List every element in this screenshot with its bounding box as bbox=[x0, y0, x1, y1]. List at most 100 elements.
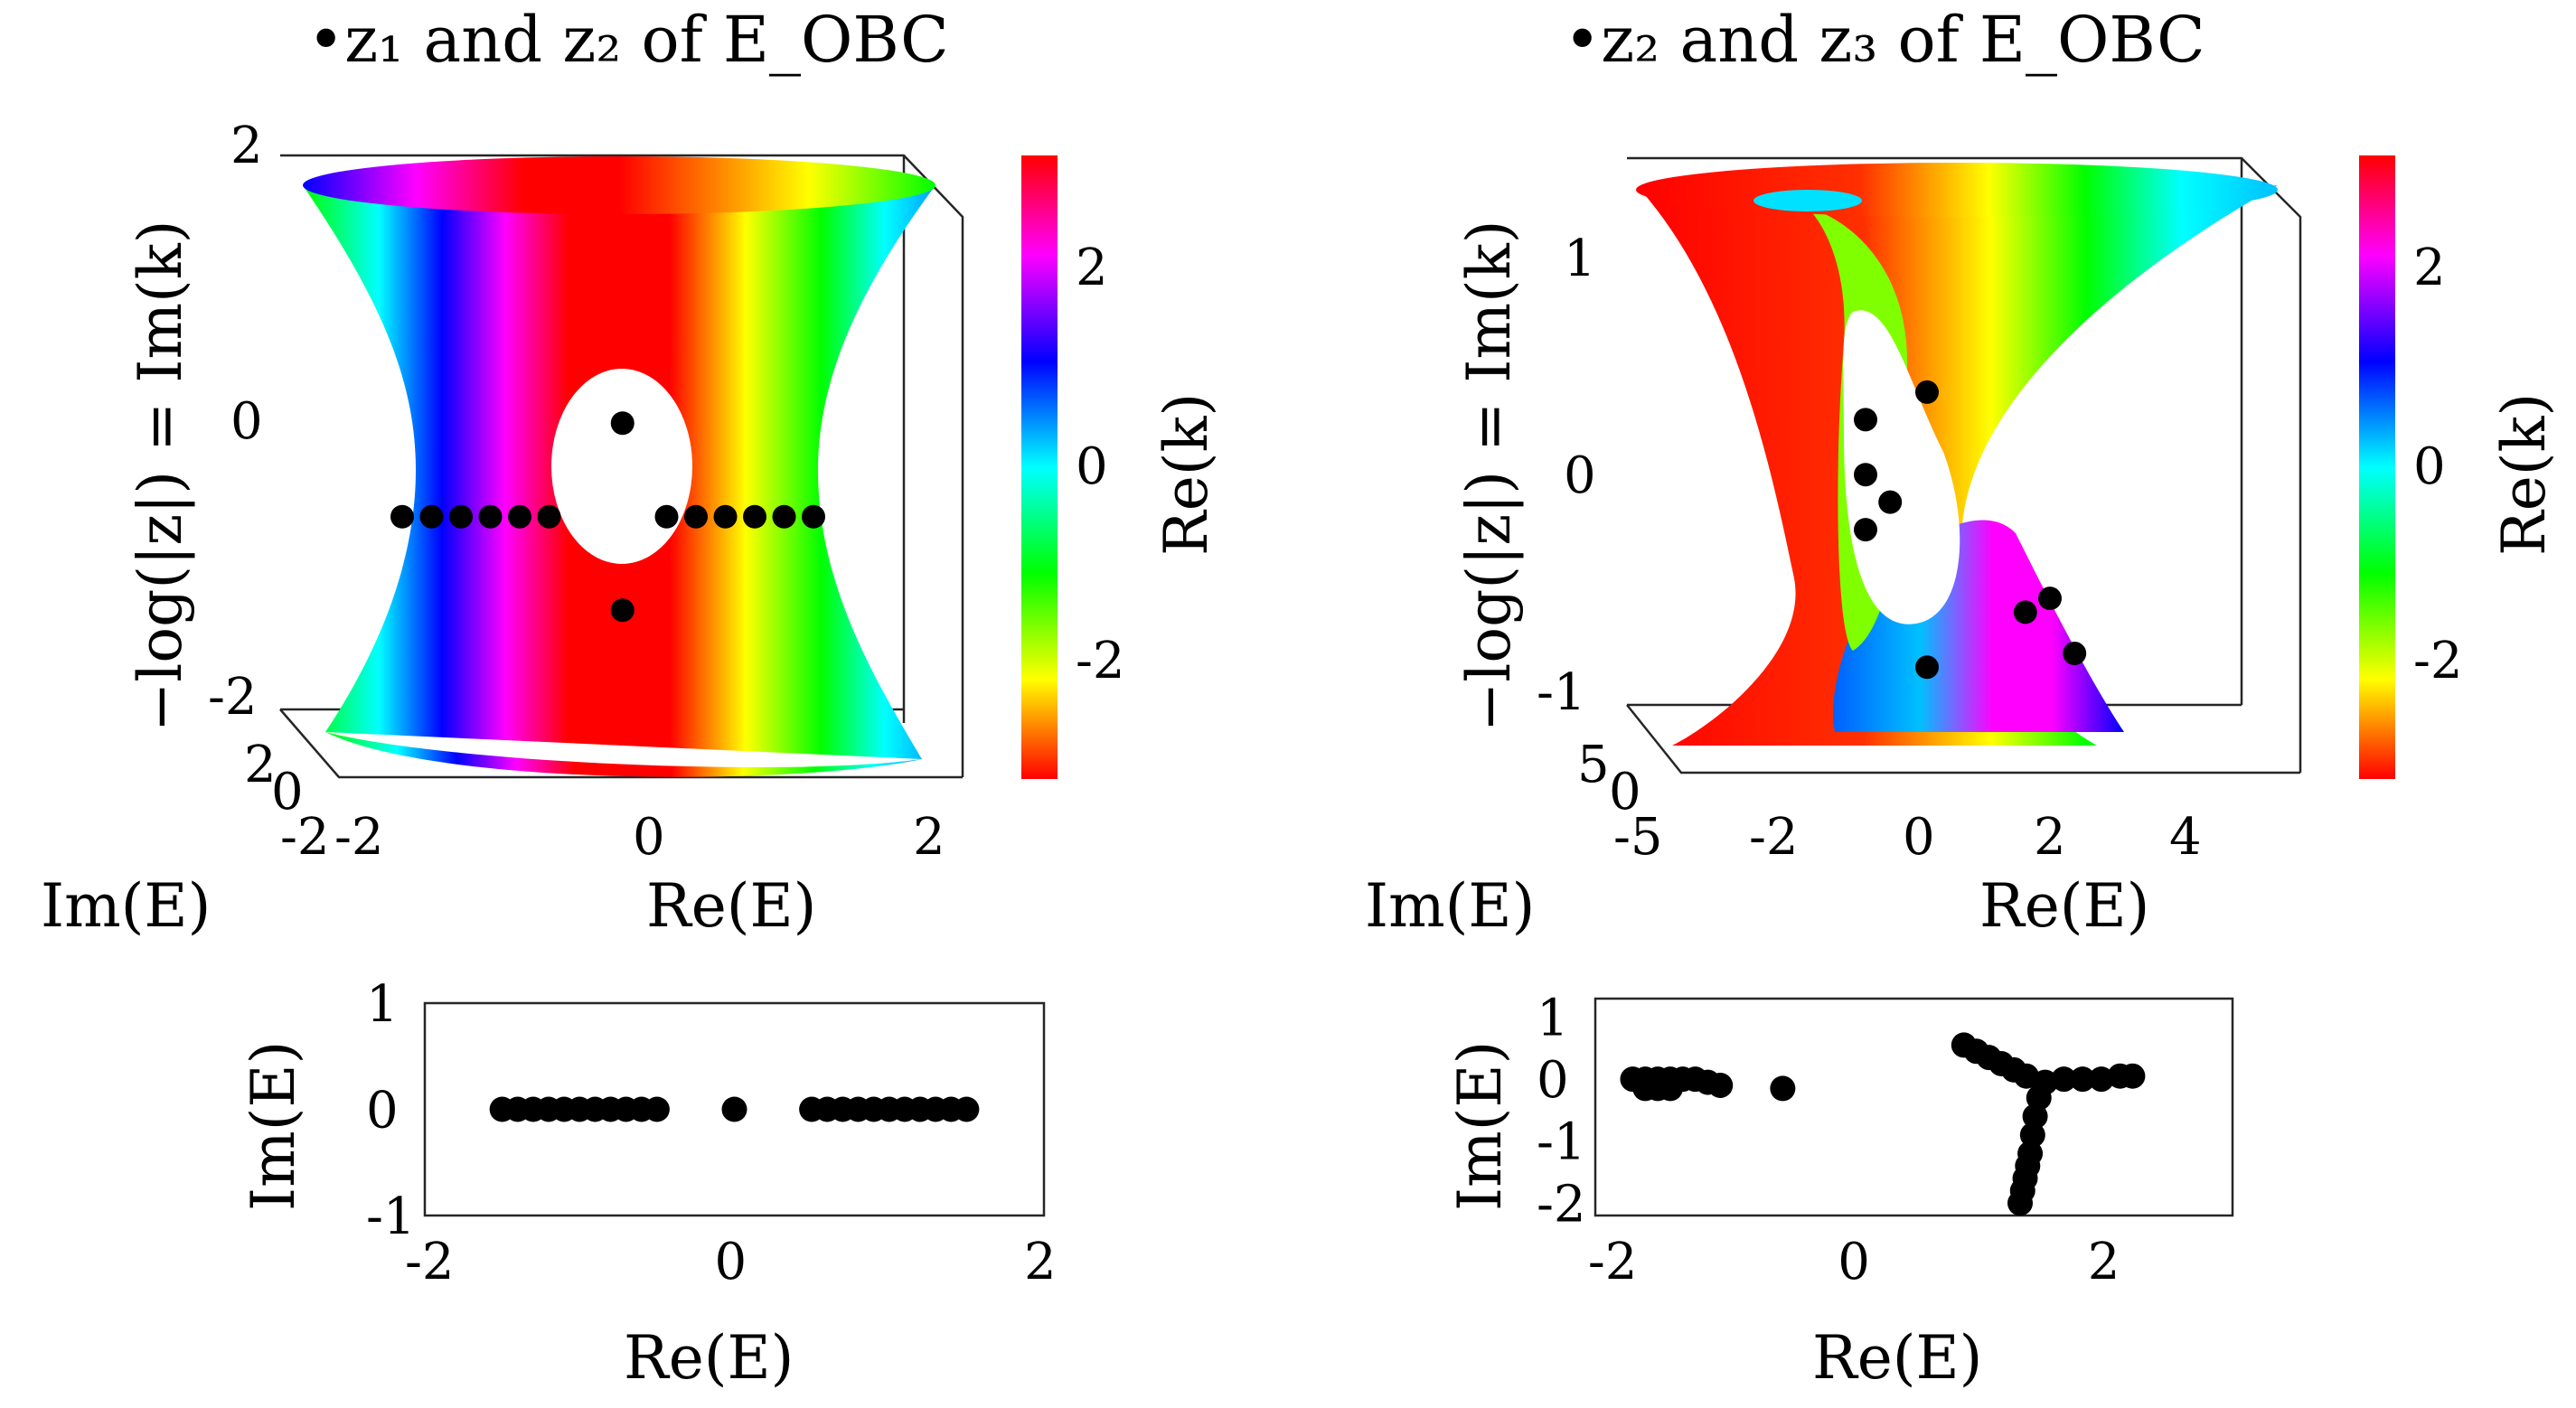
panel-2-cbar-tick: 2 bbox=[2413, 239, 2446, 297]
panel-3-ytick: 0 bbox=[366, 1082, 399, 1140]
panel-1-ytick: 2 bbox=[244, 736, 277, 794]
panel-1-ylabel: Im(E) bbox=[41, 871, 211, 941]
panel-3-point bbox=[954, 1096, 980, 1122]
panel-3-ylabel: Im(E) bbox=[239, 1041, 308, 1211]
panel-2-xtick: 2 bbox=[2034, 808, 2066, 867]
panel-1-marker bbox=[390, 504, 414, 529]
panel-3-xlabel: Re(E) bbox=[624, 1323, 794, 1393]
panel-1-marker bbox=[419, 504, 444, 529]
panel-2-rim-top-hole bbox=[1753, 190, 1862, 211]
panel-1-rim-bottom bbox=[325, 732, 922, 777]
panel-2-cbar-tick: 0 bbox=[2413, 437, 2446, 496]
panel-4-point bbox=[1770, 1075, 1796, 1102]
panel-2-marker bbox=[2013, 600, 2037, 624]
panel-1-marker bbox=[537, 504, 561, 529]
panel-1-colorbar bbox=[1021, 155, 1058, 779]
panel-4-point bbox=[2022, 1103, 2048, 1130]
panel-3: -2 0 2 1 0 -1 Re(E) Im(E) bbox=[239, 975, 1057, 1393]
panel-2-marker bbox=[1854, 463, 1877, 487]
panel-4-point bbox=[1657, 1075, 1683, 1102]
panel-4: -2 0 210-1-2 Re(E) Im(E) bbox=[1445, 990, 2234, 1393]
panel-1-marker bbox=[772, 504, 796, 529]
panel-1-hole bbox=[551, 369, 692, 564]
panel-4-xtick: 0 bbox=[1838, 1233, 1870, 1291]
panel-2-marker bbox=[2038, 587, 2062, 611]
panel-2-xtick: 4 bbox=[2169, 808, 2202, 867]
panel-4-point bbox=[2088, 1066, 2114, 1093]
panel-1-marker bbox=[713, 504, 738, 529]
panel-2-rim-top bbox=[1636, 163, 2278, 217]
panel-2-xtick: -2 bbox=[1749, 808, 1799, 867]
panel-1-cbar-tick: 0 bbox=[1076, 437, 1108, 496]
panel-1-zlabel: −log(|z|) = Im(k) bbox=[126, 220, 195, 732]
panel-2-zlabel: −log(|z|) = Im(k) bbox=[1454, 220, 1524, 732]
panel-4-point bbox=[1707, 1073, 1734, 1098]
panel-4-xlabel: Re(E) bbox=[1812, 1323, 1982, 1393]
panel-3-point bbox=[644, 1096, 670, 1122]
panel-2-marker bbox=[1854, 518, 1877, 542]
panel-3-axes bbox=[423, 1001, 1046, 1217]
panel-4-point bbox=[2019, 1122, 2045, 1148]
panel-2-hole bbox=[1843, 310, 1960, 624]
panel-1-marker bbox=[654, 504, 679, 529]
panel-3-point bbox=[721, 1096, 747, 1122]
panel-4-ylabel: Im(E) bbox=[1445, 1041, 1515, 1211]
panel-2-ztick: -1 bbox=[1537, 663, 1586, 722]
panel-2-cbar-tick: -2 bbox=[2413, 632, 2463, 690]
panel-2-cbar-label: Re(k) bbox=[2489, 393, 2559, 556]
panel-1-marker bbox=[478, 504, 503, 529]
panel-1-title: •z₁ and z₂ of E_OBC bbox=[307, 3, 949, 77]
panel-2-xtick: -5 bbox=[1613, 808, 1663, 867]
panel-2-ytick: 0 bbox=[1609, 763, 1641, 821]
panel-4-xtick: 2 bbox=[2088, 1233, 2120, 1291]
panel-3-xtick: 0 bbox=[715, 1233, 747, 1291]
panel-1-marker bbox=[508, 504, 531, 529]
panel-1-ztick: 0 bbox=[230, 392, 263, 451]
panel-1-marker bbox=[610, 598, 635, 623]
panel-3-points bbox=[489, 1096, 980, 1122]
panel-4-ticks: -2 0 210-1-2 bbox=[1537, 990, 2120, 1291]
panel-1-ytick: 0 bbox=[271, 763, 304, 821]
panel-1-xtick: 0 bbox=[633, 808, 665, 867]
panel-1-cbar-tick: -2 bbox=[1076, 632, 1125, 690]
panel-4-point bbox=[2120, 1063, 2146, 1089]
panel-4-xtick: -2 bbox=[1588, 1233, 1638, 1291]
panel-4-ytick: 0 bbox=[1537, 1051, 1569, 1110]
panel-2-marker bbox=[1854, 408, 1877, 432]
panel-2-ylabel: Im(E) bbox=[1365, 871, 1535, 941]
panel-1-markers bbox=[390, 411, 825, 623]
panel-1-ztick: 2 bbox=[230, 117, 263, 175]
panel-2-xlabel: Re(E) bbox=[1979, 871, 2149, 941]
panel-1-xtick: 2 bbox=[913, 808, 945, 867]
panel-4-ytick: -2 bbox=[1537, 1175, 1586, 1234]
panel-3-ytick: 1 bbox=[366, 975, 399, 1034]
panel-1-marker bbox=[449, 504, 473, 529]
panel-1-marker bbox=[684, 504, 708, 529]
panel-2-marker bbox=[2063, 642, 2087, 666]
panel-1-ztick: -2 bbox=[208, 668, 258, 727]
panel-1-ytick: -2 bbox=[280, 808, 330, 867]
panel-4-point bbox=[2051, 1066, 2077, 1093]
panel-1-marker bbox=[802, 504, 825, 529]
panel-3-xtick: 2 bbox=[1024, 1233, 1057, 1291]
panel-2: •z₂ and z₃ of E_OBC 1 0 -1 5 0 -5 -2 0 2… bbox=[1365, 3, 2559, 941]
panel-4-points bbox=[1620, 1032, 2146, 1216]
panel-4-ytick: -1 bbox=[1537, 1113, 1586, 1172]
panel-2-marker bbox=[1915, 655, 1939, 680]
panel-4-ytick: 1 bbox=[1537, 990, 1569, 1048]
panel-4-point bbox=[2007, 1190, 2033, 1216]
panel-4-point bbox=[2070, 1066, 2096, 1093]
panel-1-cbar-label: Re(k) bbox=[1152, 393, 1221, 556]
panel-2-marker bbox=[1878, 490, 1903, 514]
panel-1-cbar-tick: 2 bbox=[1076, 239, 1108, 297]
panel-1-marker bbox=[743, 504, 766, 529]
panel-3-ticks: -2 0 2 1 0 -1 bbox=[366, 975, 1057, 1291]
panel-2-surface bbox=[1641, 185, 2278, 746]
panel-2-marker bbox=[1915, 380, 1939, 404]
panel-2-markers bbox=[1854, 380, 2087, 680]
panel-2-xtick: 0 bbox=[1903, 808, 1935, 867]
panel-2-ztick: 0 bbox=[1564, 446, 1596, 505]
panel-2-ztick: 1 bbox=[1564, 230, 1596, 288]
panel-1-marker bbox=[610, 411, 635, 436]
